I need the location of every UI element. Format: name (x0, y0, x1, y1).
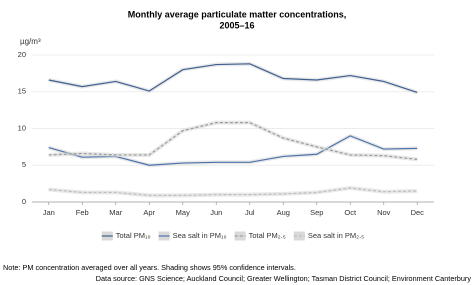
source: Data source: GNS Science; Auckland Counc… (96, 274, 472, 283)
legend: Total PM₁₀ Sea salt in PM₁₀ Total PM₂.₅ Sea… (101, 231, 364, 241)
x-tick-label: Aug (277, 208, 290, 217)
note: Note: PM concentration averaged over all… (3, 263, 296, 272)
x-tick-label: Dec (411, 208, 425, 217)
x-tick-label: Mar (109, 208, 122, 217)
x-tick-label: Apr (143, 208, 155, 217)
x-tick-label: Jan (43, 208, 55, 217)
legend-label: Sea salt in PM₁₀ (173, 231, 227, 240)
x-tick-label: Oct (344, 208, 357, 217)
series-line (48, 122, 418, 160)
legend-label: Total PM₁₀ (116, 231, 151, 240)
y-tick-label: 20 (18, 50, 26, 59)
x-tick-label: Jul (245, 208, 255, 217)
confidence-band (48, 186, 418, 198)
y-tick-label: 15 (18, 87, 26, 96)
chart-title: Monthly average particulate matter conce… (128, 9, 347, 19)
legend-label: Sea salt in PM₂.₅ (308, 231, 364, 240)
x-tick-label: Feb (76, 208, 89, 217)
series-line (48, 63, 418, 94)
legend-label: Total PM₂.₅ (249, 231, 286, 240)
y-tick-label: 0 (22, 197, 26, 206)
x-tick-label: Sep (310, 208, 323, 217)
y-axis-label: µg/m³ (20, 37, 41, 46)
y-tick-label: 10 (18, 123, 26, 132)
y-tick-label: 5 (22, 160, 26, 169)
x-tick-label: Jun (210, 208, 222, 217)
x-tick-label: Nov (377, 208, 391, 217)
series-line (48, 187, 418, 196)
x-tick-label: May (176, 208, 190, 217)
chart-title: 2005–16 (219, 20, 254, 30)
